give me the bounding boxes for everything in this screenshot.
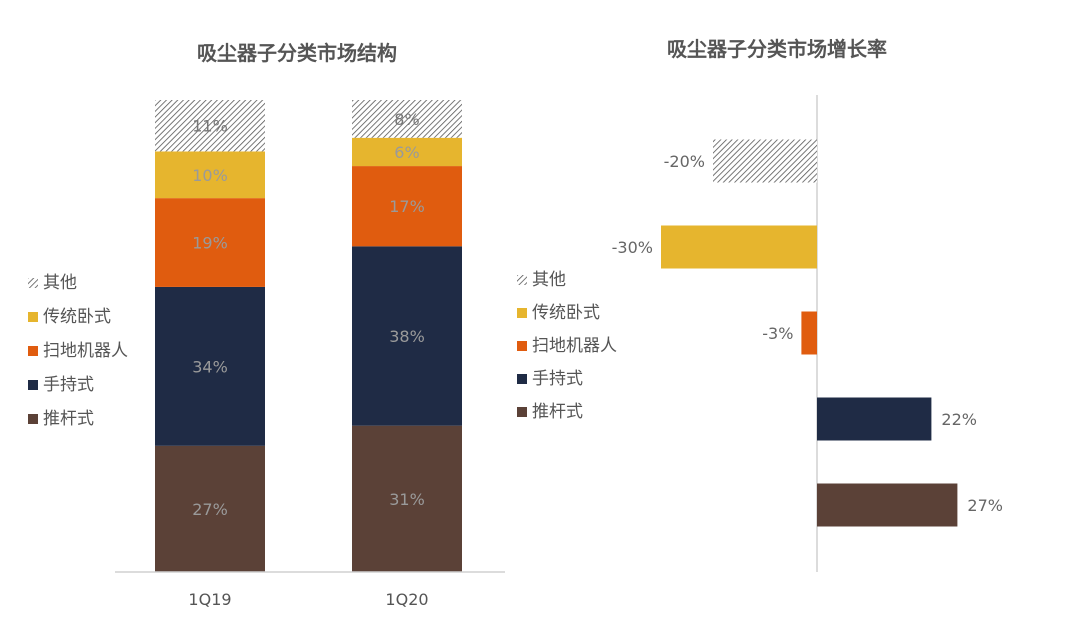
chart1-legend-label: 手持式	[43, 375, 94, 395]
chart2-legend-swatch	[517, 275, 527, 285]
chart1-data-label: 17%	[389, 197, 425, 216]
chart2-data-label: 22%	[941, 410, 977, 429]
chart2-data-label: -20%	[664, 152, 705, 171]
chart2-legend-label: 扫地机器人	[532, 336, 617, 356]
chart1-data-label: 6%	[394, 143, 419, 162]
chart1-legend-swatch	[28, 278, 38, 288]
chart1-title: 吸尘器子分类市场结构	[197, 41, 397, 65]
chart1-x-tick-label: 1Q19	[188, 590, 231, 609]
chart2-bar-e4bca0e7bb9fe58da7e5bc8f	[661, 225, 817, 269]
chart2-data-label: 27%	[967, 496, 1003, 515]
chart2-bar-e68ea8e69d86e5bc8f	[817, 483, 958, 527]
chart1-bar-e689abe59cb0e69cbae599a8e4baba-1q20	[352, 166, 462, 247]
chart1-data-label: 31%	[389, 490, 425, 509]
chart1-legend-swatch	[28, 312, 38, 322]
chart1-bar-e4bca0e7bb9fe58da7e5bc8f-1q20	[352, 137, 462, 167]
chart1-x-tick-labels: 1Q19 1Q20	[188, 590, 428, 609]
chart2-legend-swatch	[517, 341, 527, 351]
chart2-legend-label: 推杆式	[532, 402, 583, 422]
chart1-bar-e6898be68c81e5bc8f-1q20	[352, 246, 462, 426]
chart2-data-label: -30%	[612, 238, 653, 257]
chart1-data-label: 34%	[192, 357, 228, 376]
chart1-bar-e585b6e4bb96-1q19	[155, 100, 265, 152]
chart2-data-label: -3%	[762, 324, 793, 343]
chart1-x-tick-label: 1Q20	[385, 590, 428, 609]
chart2-bar-e689abe59cb0e69cbae599a8e4baba	[801, 311, 817, 355]
chart2-bars: -20% -30% -3% 22% 27%	[612, 139, 1003, 527]
chart2-legend-swatch	[517, 374, 527, 384]
chart2-legend-label: 手持式	[532, 369, 583, 389]
chart1-bar-e6898be68c81e5bc8f-1q19	[155, 286, 265, 446]
chart1-legend-label: 推杆式	[43, 409, 94, 429]
chart1-data-label: 27%	[192, 500, 228, 519]
chart2-bar-e6898be68c81e5bc8f	[817, 397, 932, 441]
chart1-data-label: 8%	[394, 110, 419, 129]
chart1-bar-e585b6e4bb96-1q20	[352, 100, 462, 138]
chart1-bar-e4bca0e7bb9fe58da7e5bc8f-1q19	[155, 151, 265, 199]
chart1-data-label: 19%	[192, 234, 228, 253]
chart1-data-label: 10%	[192, 166, 228, 185]
chart1-bar-e689abe59cb0e69cbae599a8e4baba-1q19	[155, 198, 265, 287]
chart2-legend-swatch	[517, 407, 527, 417]
chart1-data-label: 11%	[192, 117, 228, 136]
chart1-bar-e68ea8e69d86e5bc8f-1q19	[155, 445, 265, 572]
chart2-legend-label: 传统卧式	[532, 303, 600, 323]
chart1-legend-swatch	[28, 380, 38, 390]
chart1-legend-label: 传统卧式	[43, 307, 111, 327]
chart1-bar-e68ea8e69d86e5bc8f-1q20	[352, 425, 462, 572]
chart1-legend-swatch	[28, 414, 38, 424]
chart1-legend-label: 扫地机器人	[43, 341, 128, 361]
chart2-bar-e585b6e4bb96	[713, 139, 817, 183]
chart2-legend-label: 其他	[532, 270, 566, 290]
chart1-legend-swatch	[28, 346, 38, 356]
chart1-bars: 27% 34% 19% 10% 11% 31% 38% 17% 6% 8%	[155, 100, 462, 572]
chart1-legend-label: 其他	[43, 273, 77, 293]
chart1-data-label: 38%	[389, 327, 425, 346]
chart2-title: 吸尘器子分类市场增长率	[667, 37, 887, 61]
chart2-legend-swatch	[517, 308, 527, 318]
